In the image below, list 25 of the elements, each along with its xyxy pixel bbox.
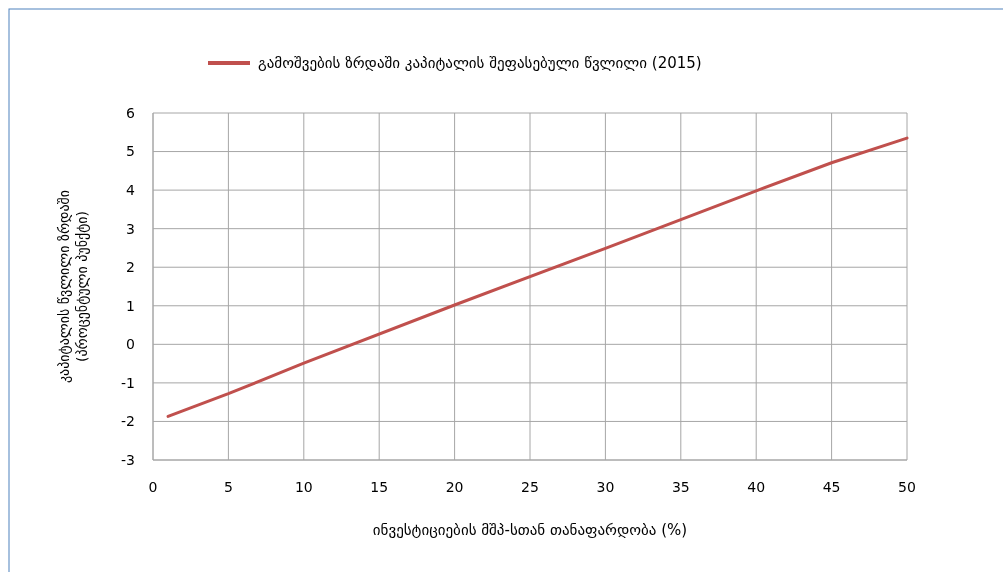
x-tick-label: 5 [223, 479, 233, 495]
legend-label: გამოშვების ზრდაში კაპიტალის შეფასებული წვლილი (2015) [258, 54, 702, 73]
y-tick-label: 5 [126, 143, 135, 160]
x-tick-label: 45 [822, 479, 841, 495]
y-tick-label: 4 [126, 182, 136, 199]
y-tick-label: 3 [126, 220, 135, 237]
x-tick-label: 15 [370, 479, 389, 495]
x-tick-label: 40 [747, 479, 766, 495]
y-tick-label: 2 [126, 259, 135, 276]
x-tick-label: 50 [898, 479, 916, 495]
y-tick-label: -3 [121, 451, 135, 468]
x-tick-label: 35 [671, 479, 690, 495]
y-tick-label: 0 [126, 336, 135, 353]
x-axis-title: ინვესტიციების მშპ-სთან თანაფარდობა (%) [372, 521, 688, 539]
x-tick-label: 0 [148, 479, 158, 495]
x-tick-label: 30 [596, 479, 615, 495]
y-tick-label: -2 [121, 413, 135, 430]
y-tick-label: 6 [126, 104, 136, 121]
y-tick-label: -1 [121, 374, 135, 391]
y-tick-label: 1 [126, 297, 135, 314]
x-tick-label: 25 [521, 479, 539, 495]
line-series [166, 136, 909, 418]
x-tick-label: 10 [294, 479, 313, 495]
y-axis-title: კაპიტალის წვლილი ზრდაში (პროცენტული პუნქტი) [56, 189, 90, 384]
x-tick-label: 20 [445, 479, 464, 495]
